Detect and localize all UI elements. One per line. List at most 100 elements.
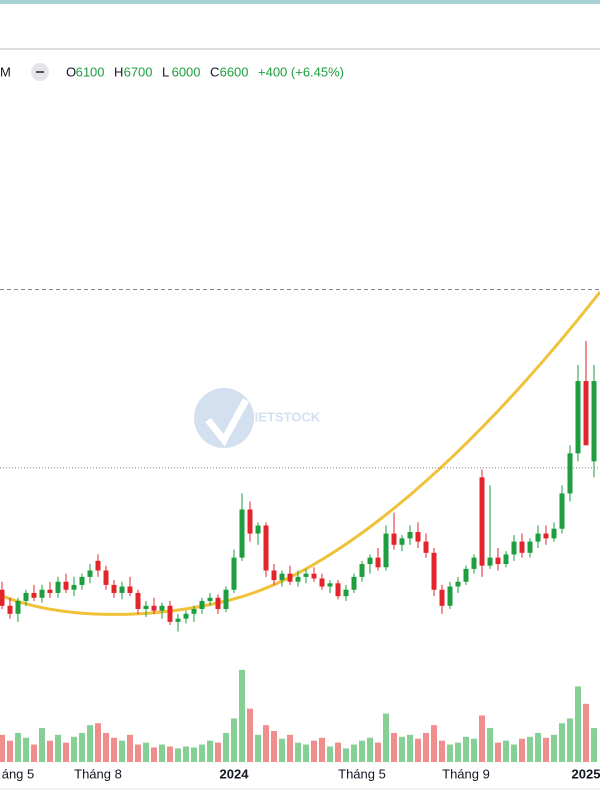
volume-bar [335,742,341,762]
volume-bar [383,713,389,762]
ohlc-value: 6700 [124,64,153,79]
candle-body [135,592,141,609]
ohlc-value: 6600 [220,64,249,79]
candle-body [175,618,181,622]
candle-body [439,589,445,606]
volume-bar [431,725,437,762]
x-tick-label: Tháng 5 [338,766,386,781]
volume-bar [455,742,461,762]
volume-bar [175,748,181,762]
candle-body [551,528,557,539]
candle-body [495,557,501,565]
candle-body [95,560,101,571]
volume-bar [15,732,21,762]
candle-body [247,509,253,534]
volume-bar [351,744,357,762]
candle-body [263,525,269,571]
candle-body [559,493,565,529]
volume-bar [143,742,149,762]
watermark-logo [194,388,254,448]
volume-bar [183,746,189,762]
volume-bar [535,732,541,762]
cup-curve [0,291,600,616]
candle-body [351,576,357,590]
volume-bar [23,737,29,762]
volume-bar [119,740,125,762]
volume-bar [439,740,445,762]
candle-body [183,613,189,619]
x-tick-label: Tháng 9 [442,766,490,781]
volume-bar [279,738,285,762]
candle-body [71,584,77,590]
x-tick-label: áng 5 [2,766,35,781]
volume-bar [543,737,549,762]
volume-bar [447,744,453,762]
watermark-text: VIETSTOCK [246,409,321,424]
volume-bar [527,736,533,762]
candle-body [143,605,149,609]
volume-bar [295,742,301,762]
candle-body [359,564,365,577]
candle-body [87,570,93,577]
volume-bar [303,744,309,762]
candle-body [591,381,597,462]
volume-bar [319,737,325,762]
x-tick-label: 2025 [572,766,600,781]
volume-bar [247,708,253,762]
ohlc-label: H [114,64,123,79]
volume-bar [375,742,381,762]
watermark-group: VIETSTOCK [194,388,321,448]
volume-bar [167,746,173,762]
volume-bar [87,725,93,762]
symbol: M [0,64,11,79]
volume-bar [111,737,117,762]
volume-bar [191,747,197,762]
candle-body [583,381,589,446]
candle-body [303,573,309,577]
candle-body [127,586,133,593]
watermark-logo-mark [205,398,250,447]
volume-bar [415,738,421,762]
candle-body [543,533,549,539]
candle-body [327,583,333,587]
volume-bar [263,725,269,762]
volume-bar [391,732,397,762]
volume-bar [559,723,565,762]
candle-body [575,381,581,454]
candle-body [255,525,261,534]
top-border [0,0,600,4]
candle-body [511,541,517,555]
change: +400 (+6.45%) [258,64,344,79]
candle-body [367,557,373,565]
volume-bar [503,740,509,762]
ohlc-value: 6000 [172,64,201,79]
candle-body [455,581,461,587]
candle-body [535,533,541,542]
volume-bar [575,686,581,762]
volume-bar [287,734,293,762]
candle-body [239,509,245,558]
candle-body [479,477,485,566]
candle-body [111,584,117,593]
candle-body [119,586,125,593]
candle-body [415,531,421,542]
candle-body [55,581,61,593]
candle-body [15,600,21,614]
ohlc-value: 6100 [76,64,105,79]
ohlc-label: L [162,64,169,79]
candle-body [79,576,85,585]
x-tick-label: Tháng 8 [74,766,122,781]
candle-body [335,583,341,597]
volume-bar [103,732,109,762]
candle-body [375,557,381,568]
volume-bar [151,747,157,762]
volume-bar [463,736,469,762]
volume-bar [495,742,501,762]
candle-body [103,570,109,585]
candle-body [503,554,509,565]
volume-bar [423,732,429,762]
volume-bar [255,734,261,762]
volume-bar [159,744,165,762]
candle-body [31,592,37,598]
